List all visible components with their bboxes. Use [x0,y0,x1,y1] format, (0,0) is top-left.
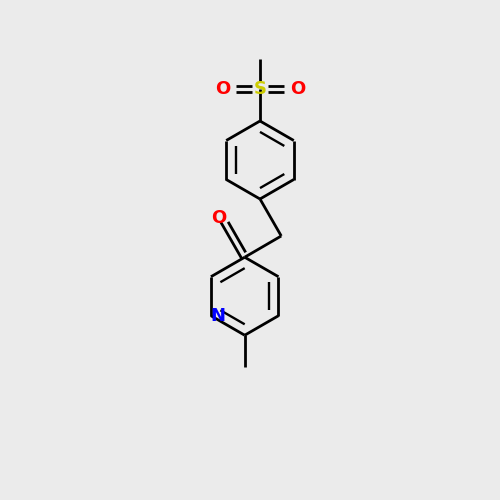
Text: O: O [212,209,226,227]
Text: O: O [215,80,230,98]
Text: N: N [210,306,225,324]
Text: O: O [290,80,305,98]
Text: S: S [254,80,266,98]
